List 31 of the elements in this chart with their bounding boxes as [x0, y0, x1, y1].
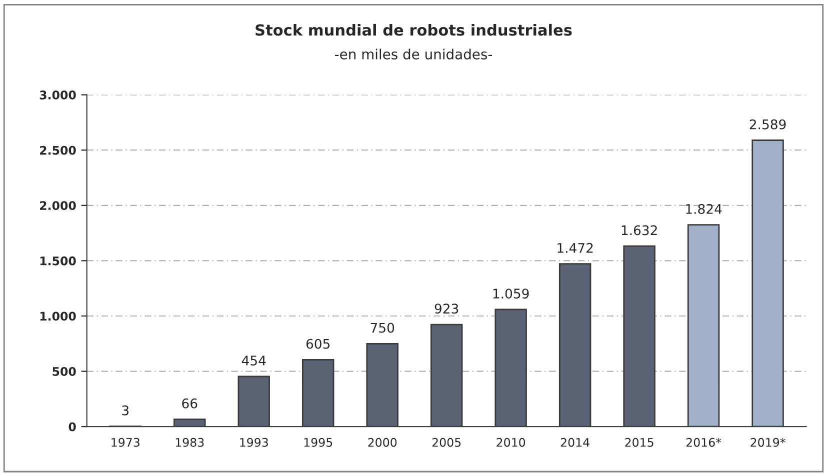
y-tick-label: 2.000 [40, 201, 76, 210]
x-tick-label: 1995 [304, 438, 332, 447]
y-tick-label: 1.000 [40, 312, 76, 321]
data-label: 1.472 [558, 242, 593, 253]
data-label: 923 [434, 304, 458, 314]
x-tick-label: 2014 [560, 438, 590, 447]
x-tick-label: 1973 [112, 438, 140, 447]
y-tick-label: 0 [68, 422, 76, 432]
x-tick-label: 2015 [625, 438, 654, 447]
data-label: 2.589 [750, 119, 786, 130]
data-label: 66 [182, 398, 198, 408]
x-tick-label: 2019* [750, 438, 786, 447]
x-tick-label: 2010 [496, 438, 526, 447]
data-label: 750 [370, 322, 394, 333]
data-label: 454 [242, 356, 266, 366]
x-tick-label: 2016* [686, 438, 722, 447]
y-tick-label: 500 [52, 367, 76, 376]
data-label: 605 [306, 338, 330, 349]
x-tick-label: 2005 [432, 438, 461, 447]
data-label: 1.632 [622, 225, 657, 236]
data-label: 1.824 [686, 204, 722, 214]
chart-title: Stock mundial de robots industriales [256, 24, 572, 36]
y-tick-label: 3.000 [40, 90, 76, 100]
data-label: 3 [122, 405, 129, 416]
x-tick-label: 2000 [368, 438, 397, 447]
chart-subtitle: -en miles de unidades- [334, 48, 492, 60]
data-label: 1.059 [493, 288, 529, 299]
y-tick-label: 1.500 [40, 256, 76, 266]
x-tick-label: 1993 [240, 438, 268, 447]
y-tick-label: 2.500 [40, 146, 76, 155]
x-tick-label: 1983 [176, 438, 204, 447]
